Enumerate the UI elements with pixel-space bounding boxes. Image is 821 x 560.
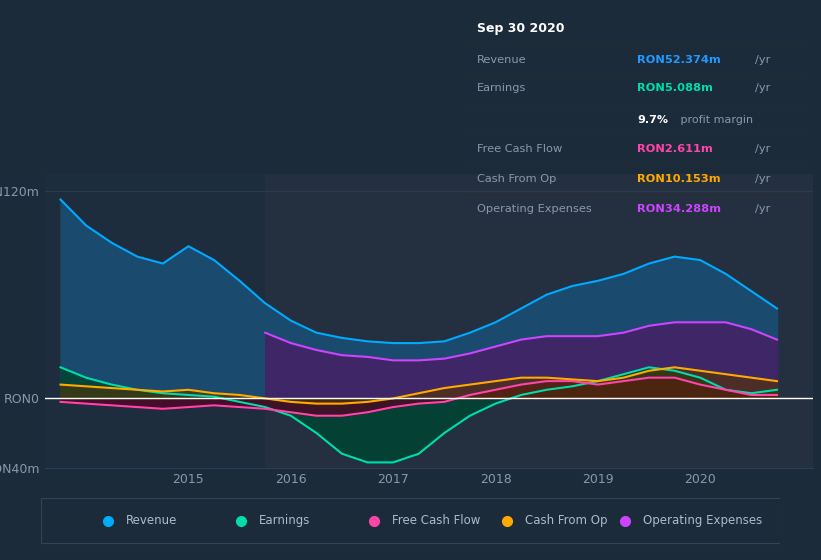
Text: profit margin: profit margin [677, 115, 753, 125]
Text: Revenue: Revenue [477, 55, 526, 65]
Bar [265, 174, 813, 468]
Text: Free Cash Flow: Free Cash Flow [392, 514, 480, 528]
Text: RON52.374m: RON52.374m [637, 55, 721, 65]
Text: /yr: /yr [755, 174, 771, 184]
Text: /yr: /yr [755, 144, 771, 155]
Text: Sep 30 2020: Sep 30 2020 [477, 21, 565, 35]
FancyBboxPatch shape [41, 498, 780, 543]
Text: Earnings: Earnings [259, 514, 310, 528]
Text: Cash From Op: Cash From Op [525, 514, 608, 528]
Text: Operating Expenses: Operating Expenses [477, 204, 592, 214]
Text: RON10.153m: RON10.153m [637, 174, 721, 184]
Text: /yr: /yr [755, 83, 771, 93]
Text: /yr: /yr [755, 204, 771, 214]
Text: RON34.288m: RON34.288m [637, 204, 721, 214]
Text: 9.7%: 9.7% [637, 115, 668, 125]
Text: Free Cash Flow: Free Cash Flow [477, 144, 562, 155]
Text: RON2.611m: RON2.611m [637, 144, 713, 155]
Text: Cash From Op: Cash From Op [477, 174, 557, 184]
Text: Operating Expenses: Operating Expenses [644, 514, 763, 528]
Text: RON5.088m: RON5.088m [637, 83, 713, 93]
Text: Earnings: Earnings [477, 83, 526, 93]
Text: Revenue: Revenue [126, 514, 177, 528]
Text: /yr: /yr [755, 55, 771, 65]
